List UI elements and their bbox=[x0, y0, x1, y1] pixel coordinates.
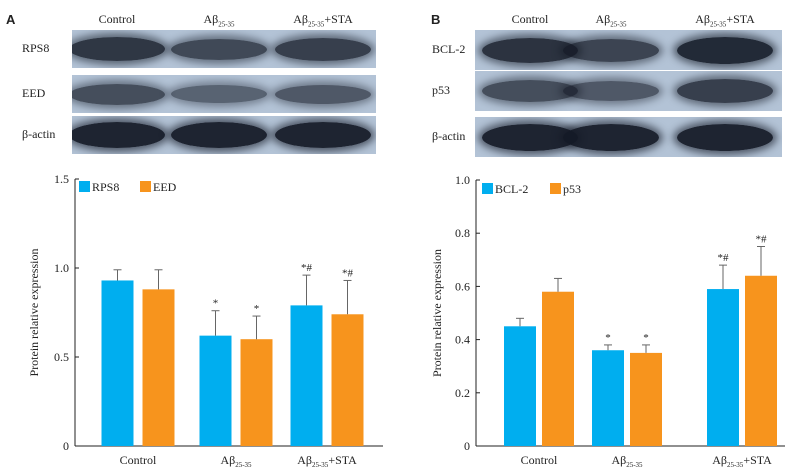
blot-band bbox=[563, 38, 659, 62]
bar bbox=[199, 335, 232, 446]
chart-a: 0 0.5 1.0 1.5 Protein relative expression Con… bbox=[27, 172, 383, 469]
legend-label: BCL-2 bbox=[495, 182, 528, 196]
significance-label: *# bbox=[756, 234, 768, 246]
y-tick-label: 0.8 bbox=[455, 226, 470, 240]
blot-strip bbox=[72, 75, 376, 113]
bar bbox=[240, 339, 273, 446]
blot-band bbox=[171, 122, 267, 148]
category-label: Aβ25-35 bbox=[220, 453, 252, 469]
blot-band bbox=[171, 85, 267, 103]
category-label: Control bbox=[120, 453, 157, 467]
significance-label: * bbox=[643, 332, 649, 344]
blot-band bbox=[677, 36, 773, 64]
significance-label: *# bbox=[342, 267, 354, 279]
blot-band bbox=[275, 84, 371, 104]
category-label: Aβ25-35+STA bbox=[712, 453, 772, 469]
blot-band bbox=[563, 81, 659, 101]
y-axis-label: Protein relative expression bbox=[27, 249, 41, 377]
y-tick-label: 1.5 bbox=[54, 172, 69, 186]
blot-band bbox=[171, 38, 267, 60]
y-tick-label: 0.2 bbox=[455, 386, 470, 400]
blot-strip bbox=[72, 30, 376, 68]
bar bbox=[101, 280, 134, 446]
bar bbox=[290, 305, 323, 446]
lane-header: Aβ25-35 bbox=[203, 12, 235, 29]
bar bbox=[592, 350, 624, 446]
bar bbox=[542, 291, 574, 446]
y-tick-label: 1.0 bbox=[54, 261, 69, 275]
y-axis-label: Protein relative expression bbox=[430, 249, 444, 377]
lane-header: Aβ25-35+STA bbox=[695, 12, 755, 29]
y-tick-label: 0.4 bbox=[455, 333, 470, 347]
blot-band bbox=[677, 79, 773, 103]
blot-band bbox=[482, 123, 578, 151]
blot-row-label: EED bbox=[22, 86, 46, 100]
blot-strip bbox=[475, 30, 782, 70]
bar bbox=[630, 352, 662, 446]
lane-header: Aβ25-35+STA bbox=[293, 12, 353, 29]
blot-strip bbox=[72, 116, 376, 154]
chart-b: 0 0.2 0.4 0.6 0.8 1.0 Protein relative express… bbox=[430, 173, 785, 469]
legend-swatch bbox=[550, 183, 561, 194]
lane-header: Aβ25-35 bbox=[595, 12, 627, 29]
blot-band bbox=[275, 122, 371, 148]
legend-swatch bbox=[482, 183, 493, 194]
significance-label: *# bbox=[718, 252, 730, 264]
blot-band bbox=[482, 80, 578, 102]
y-tick-label: 0 bbox=[464, 439, 470, 453]
legend-swatch bbox=[79, 181, 90, 192]
y-tick-label: 1.0 bbox=[455, 173, 470, 187]
significance-label: *# bbox=[301, 262, 313, 274]
bar bbox=[331, 314, 364, 446]
blot-strip bbox=[475, 71, 782, 111]
bar bbox=[745, 275, 777, 446]
panel-a-letter: A bbox=[6, 12, 16, 27]
legend-label: EED bbox=[153, 180, 177, 194]
category-label: Control bbox=[521, 453, 558, 467]
category-label: Aβ25-35+STA bbox=[297, 453, 357, 469]
category-label: Aβ25-35 bbox=[611, 453, 643, 469]
significance-label: * bbox=[213, 298, 219, 310]
y-tick-label: 0.5 bbox=[54, 350, 69, 364]
blot-row-label: β-actin bbox=[432, 129, 466, 143]
blot-band bbox=[563, 123, 659, 151]
blot-row-label: p53 bbox=[432, 83, 450, 97]
lane-header: Control bbox=[98, 12, 136, 26]
significance-label: * bbox=[605, 332, 611, 344]
blot-band bbox=[72, 37, 165, 61]
bar bbox=[142, 289, 175, 446]
blot-band bbox=[677, 123, 773, 151]
blot-row-label: RPS8 bbox=[22, 41, 50, 55]
significance-label: * bbox=[254, 303, 260, 315]
legend-label: RPS8 bbox=[92, 180, 119, 194]
blot-strip bbox=[475, 117, 782, 157]
bar bbox=[707, 289, 739, 446]
y-tick-label: 0 bbox=[63, 439, 69, 453]
legend-label: p53 bbox=[563, 182, 581, 196]
y-tick-label: 0.6 bbox=[455, 279, 470, 293]
legend-swatch bbox=[140, 181, 151, 192]
blot-row-label: β-actin bbox=[22, 127, 56, 141]
blot-band bbox=[72, 83, 165, 105]
lane-header: Control bbox=[511, 12, 549, 26]
blot-row-label: BCL-2 bbox=[432, 42, 466, 56]
blot-band bbox=[482, 37, 578, 63]
bar bbox=[504, 326, 536, 446]
panel-b-letter: B bbox=[431, 12, 441, 27]
blot-band bbox=[72, 122, 165, 148]
blot-band bbox=[275, 37, 371, 61]
